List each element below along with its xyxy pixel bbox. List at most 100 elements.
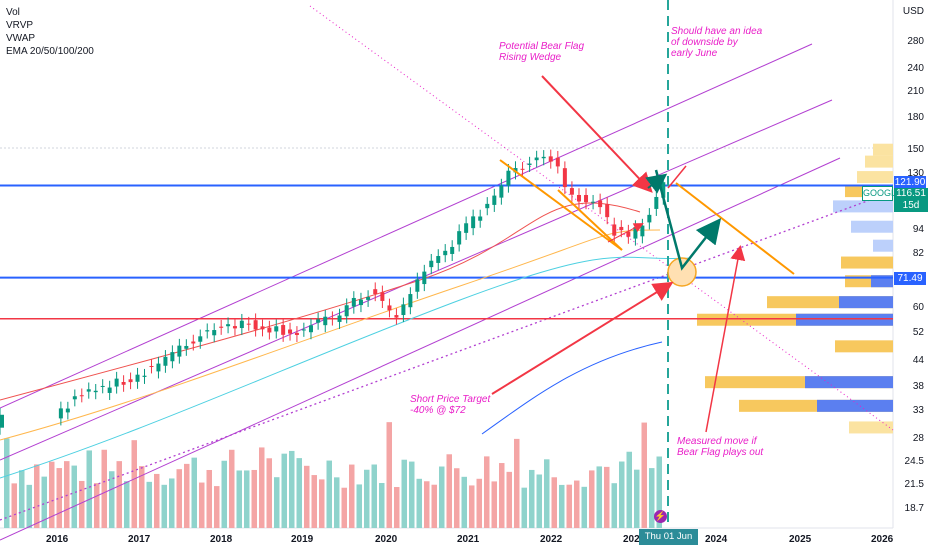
- candle-body: [619, 226, 624, 231]
- channel-line: [0, 43, 813, 409]
- volume-bar: [596, 466, 602, 528]
- volume-bar: [641, 422, 647, 528]
- volume-bar: [619, 461, 625, 528]
- volume-bar: [424, 481, 430, 528]
- ema-100-line: [0, 229, 661, 441]
- candle-body: [492, 195, 497, 205]
- volume-profile-bar-blue: [839, 296, 893, 309]
- volume-bar: [529, 469, 535, 528]
- price-tick-label: 44: [912, 355, 924, 367]
- candle-body: [226, 324, 231, 327]
- price-tick-label: 210: [907, 85, 924, 97]
- candle-body: [65, 408, 70, 413]
- candle-body: [647, 214, 652, 223]
- volume-bar: [161, 484, 167, 528]
- candle-body: [394, 315, 399, 318]
- price-tick-label: 21.5: [904, 478, 924, 490]
- candle-body: [584, 195, 589, 203]
- candle-body: [142, 375, 147, 377]
- candle-body: [205, 330, 210, 332]
- year-tick-label: 2023: [623, 534, 646, 545]
- candle-body: [281, 325, 286, 335]
- candle-body: [72, 396, 77, 400]
- volume-bar: [214, 486, 220, 528]
- candle-body: [457, 231, 462, 245]
- candle-body: [219, 326, 224, 328]
- volume-bar: [439, 466, 445, 528]
- volume-bar: [409, 461, 415, 528]
- volume-bar: [469, 485, 475, 528]
- candle-body: [520, 168, 525, 170]
- candle-body: [401, 304, 406, 316]
- candle-body: [337, 315, 342, 322]
- vwap-line: [481, 341, 663, 435]
- candle-body: [654, 196, 659, 209]
- measured-move-arrow: [705, 245, 746, 433]
- indicator-vol[interactable]: Vol: [6, 7, 20, 18]
- volume-bar: [259, 447, 265, 528]
- volume-bar: [116, 461, 122, 528]
- crosshair-date-tag: Thu 01 Jun '23: [639, 529, 698, 550]
- indicator-vrvp[interactable]: VRVP: [6, 20, 34, 31]
- candle-body: [323, 316, 328, 326]
- volume-bar: [191, 457, 197, 528]
- support-price-tag: 71.49: [894, 272, 926, 285]
- annotation-measured: Measured move if Bear Flag plays out: [677, 436, 764, 458]
- volume-bar: [19, 470, 25, 528]
- volume-bar: [364, 469, 370, 528]
- volume-bar: [221, 460, 227, 528]
- price-tick-label: 28: [912, 433, 924, 445]
- volume-bar: [371, 464, 377, 528]
- candle-body: [373, 289, 378, 295]
- price-tick-label: 240: [907, 62, 924, 74]
- volume-bar: [514, 438, 520, 528]
- indicator-vwap[interactable]: VWAP: [6, 33, 36, 44]
- volume-bar: [274, 477, 280, 528]
- volume-bar: [604, 466, 610, 528]
- candle-body: [253, 320, 258, 330]
- volume-bar: [49, 461, 55, 528]
- candle-body: [58, 408, 63, 419]
- currency-label: USD: [902, 6, 924, 17]
- volume-bar: [634, 469, 640, 528]
- candle-body: [93, 390, 98, 393]
- volume-profile-bar: [851, 220, 893, 233]
- candle-body: [605, 204, 610, 218]
- price-tick-label: 94: [912, 224, 924, 236]
- volume-bar: [311, 475, 317, 528]
- volume-bar: [589, 470, 595, 528]
- volume-bar: [296, 458, 302, 528]
- candle-body: [198, 336, 203, 342]
- volume-bar: [109, 471, 115, 528]
- candle-body: [267, 327, 272, 333]
- volume-bar: [521, 487, 527, 528]
- candle-body: [239, 320, 244, 329]
- indicator-ema[interactable]: EMA 20/50/100/200: [6, 46, 94, 57]
- volume-bar: [484, 456, 490, 528]
- price-tick-label: 82: [912, 247, 924, 259]
- ema-200-line: [0, 256, 691, 479]
- volume-profile-bar: [873, 143, 893, 156]
- year-tick-label: 2024: [705, 534, 728, 545]
- price-tick-label: 180: [907, 112, 924, 124]
- volume-bar: [304, 465, 310, 528]
- ema-50-line: [0, 202, 641, 401]
- candle-body: [86, 389, 91, 392]
- small-arrow: [607, 223, 644, 243]
- dotted-trend-line: [309, 5, 894, 431]
- candle-body: [79, 395, 84, 397]
- candle-body: [294, 332, 299, 335]
- flash-icon[interactable]: ⚡: [654, 510, 667, 523]
- volume-bar: [124, 481, 130, 528]
- volume-bar: [349, 464, 355, 528]
- annotation-target: Short Price Target -40% @ $72: [410, 394, 491, 416]
- candle-body: [591, 201, 596, 203]
- volume-bar: [581, 486, 587, 528]
- candle-body: [246, 323, 251, 325]
- volume-bar: [4, 438, 10, 528]
- volume-bar: [386, 422, 392, 528]
- candle-body: [149, 365, 154, 367]
- volume-bar: [626, 451, 632, 528]
